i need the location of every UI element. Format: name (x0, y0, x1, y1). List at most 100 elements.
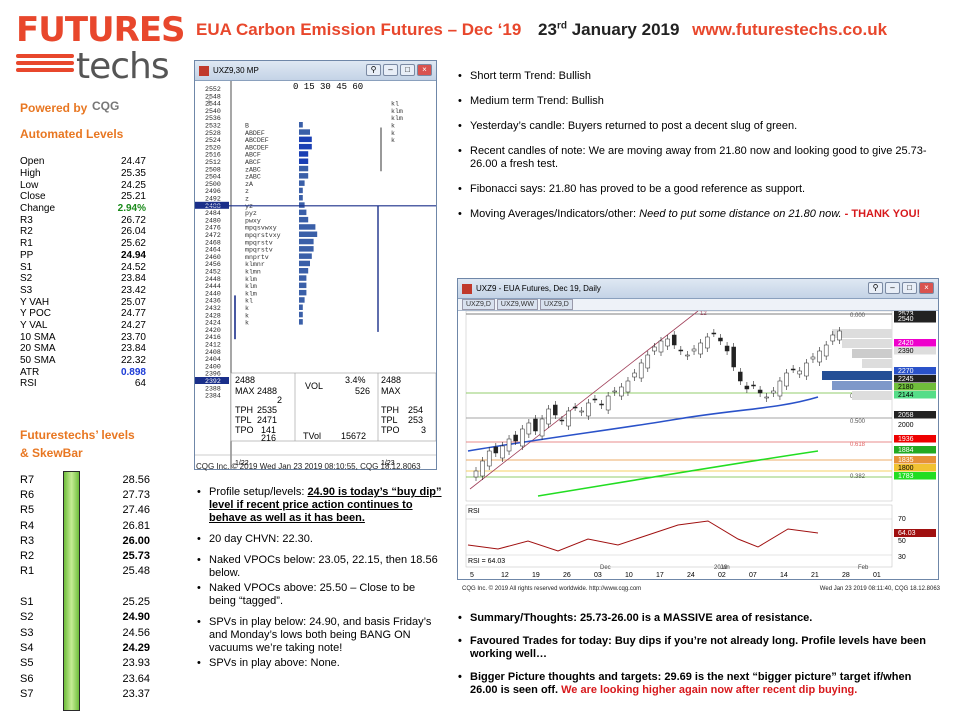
candle-body (599, 403, 604, 406)
futurestechs-level-label: S7 (20, 687, 34, 700)
automated-level-value: 64 (134, 378, 146, 390)
skewbar-graphic (63, 471, 80, 711)
futurestechs-level-row (20, 579, 150, 594)
volume-profile-block (852, 391, 892, 400)
note-ma-thanks: - THANK YOU! (841, 208, 921, 220)
link-icon[interactable]: ⚲ (366, 64, 381, 76)
automated-level-label: Change (20, 203, 56, 215)
tpo-volume-bar (299, 129, 310, 135)
market-profile-caption: CQG Inc. © 2019 Wed Jan 23 2019 08:10:55… (196, 462, 421, 471)
candle-body (671, 334, 677, 346)
futurestechs-level-value: 23.93 (122, 657, 150, 670)
tpo-letters: mnprtv (245, 254, 269, 261)
tpo-volume-bar (299, 216, 309, 223)
market-profile-window[interactable]: UXZ9,30 MP ⚲ – □ × 0 15 30 45 60 2552 2548… (194, 60, 437, 470)
price-scale-label: 1800 (898, 465, 914, 472)
price-scale-tag (894, 435, 936, 443)
tpo-volume-bar (299, 209, 307, 216)
tpo-price-label: 2552 (205, 86, 221, 93)
automated-level-label: Y VAL (20, 319, 48, 331)
rsi-value-label: RSI = 64.03 (468, 558, 505, 565)
price-scale-label: 2000 (898, 422, 914, 429)
tpo-letters: ABCF (245, 152, 261, 159)
tpo-price-label: 2408 (205, 349, 221, 356)
price-scale-label: 2058 (898, 412, 914, 419)
maximize-button[interactable]: □ (400, 64, 415, 76)
price-scale-label: 2144 (898, 392, 914, 399)
automated-level-label: S3 (20, 284, 33, 296)
price-chart-window[interactable]: UXZ9 - EUA Futures, Dec 19, Daily ⚲ – □ … (457, 278, 939, 580)
note-spvs-below: SPVs in play below: 24.90, and basis Fri… (197, 616, 442, 655)
tpo-right-letters: kl (391, 101, 399, 108)
tab-uxz9-daily-2[interactable]: UXZ9,D (539, 299, 573, 310)
minimize-button[interactable]: – (885, 282, 900, 294)
tpo-price-label: 2392 (205, 378, 221, 385)
note-profile-setup: Profile setup/levels: 24.90 is today’s “… (197, 486, 442, 525)
note-yesterday-candle: Yesterday’s candle: Buyers returned to p… (458, 120, 928, 133)
tpo-stat-tpl-right-label: TPL (381, 415, 398, 425)
futurestechs-level-row: S6 23.64 (20, 671, 150, 686)
tpo-price-label: 2436 (205, 298, 221, 305)
rsi-scale-tag (894, 529, 936, 537)
candle-body (797, 370, 802, 375)
volume-profile-block (842, 339, 892, 348)
candle-body (790, 368, 796, 371)
candle-body (685, 354, 690, 357)
automated-level-value: 26.72 (120, 214, 146, 226)
x-axis-label: 07 (749, 572, 757, 579)
close-button[interactable]: × (919, 282, 934, 294)
x-axis-label: 14 (780, 572, 788, 579)
automated-level-value: 0.898 (120, 366, 146, 378)
cqg-logo: CQG (92, 99, 120, 113)
price-scale-tag (894, 347, 936, 355)
futurestechs-level-value: 24.56 (122, 626, 150, 639)
cqg-app-icon (199, 66, 209, 76)
close-button[interactable]: × (417, 64, 432, 76)
automated-level-label: R1 (20, 238, 33, 250)
futurestechs-level-label: S1 (20, 596, 34, 609)
tpo-price-label: 2524 (205, 137, 221, 144)
note-fibonacci: Fibonacci says: 21.80 has proved to be a… (458, 183, 928, 196)
price-scale-label: 2270 (898, 368, 914, 375)
tpo-volume-bar (299, 143, 312, 150)
candle-body (539, 418, 545, 437)
price-chart-plot[interactable]: 0.0000.3820.5000.6180.382122573254024202… (458, 311, 938, 579)
tpo-volume-bar (299, 187, 303, 194)
automated-level-row: ATR 0.898 (20, 366, 146, 378)
volume-profile-block (852, 349, 892, 358)
x-axis-label: 28 (842, 572, 850, 579)
tpo-letters: ABCF (245, 159, 261, 166)
candle-body (751, 384, 756, 387)
page-title: EUA Carbon Emission Futures – Dec ‘19 23… (196, 20, 887, 40)
price-scale-tag (894, 383, 936, 391)
website-link[interactable]: www.futurestechs.co.uk (692, 20, 888, 39)
tpo-stat-tpo: 141 (261, 425, 276, 435)
automated-level-row: R3 26.72 (20, 214, 146, 226)
maximize-button[interactable]: □ (902, 282, 917, 294)
x-axis-label: 24 (687, 572, 695, 579)
candle-body (612, 390, 617, 393)
automated-level-value: 24.94 (120, 249, 146, 261)
tpo-letters: ABDEF (245, 130, 265, 137)
price-scale-tag (894, 421, 936, 429)
futurestechs-level-value: 24.29 (122, 641, 150, 654)
tab-uxz9-weekly[interactable]: UXZ9,WW (496, 299, 538, 310)
trend-line (469, 311, 699, 490)
minimize-button[interactable]: – (383, 64, 398, 76)
tpo-price-label: 2448 (205, 276, 221, 283)
rsi-scale-label: 30 (898, 554, 906, 561)
rsi-line (467, 520, 819, 552)
candle-body (777, 380, 783, 397)
tpo-letters: k (245, 305, 249, 312)
market-profile-titlebar[interactable]: UXZ9,30 MP ⚲ – □ × (195, 61, 436, 81)
price-chart-titlebar[interactable]: UXZ9 - EUA Futures, Dec 19, Daily ⚲ – □ … (458, 279, 938, 299)
tpo-price-label: 2508 (205, 166, 221, 173)
tpo-stat-tpl-label: TPL (235, 415, 252, 425)
candle-body (718, 337, 723, 342)
rsi-scale-label: 50 (898, 538, 906, 545)
futurestechs-level-label: R7 (20, 473, 35, 486)
tpo-price-label: 2504 (205, 174, 221, 181)
tab-uxz9-daily[interactable]: UXZ9,D (462, 299, 495, 310)
link-icon[interactable]: ⚲ (868, 282, 883, 294)
